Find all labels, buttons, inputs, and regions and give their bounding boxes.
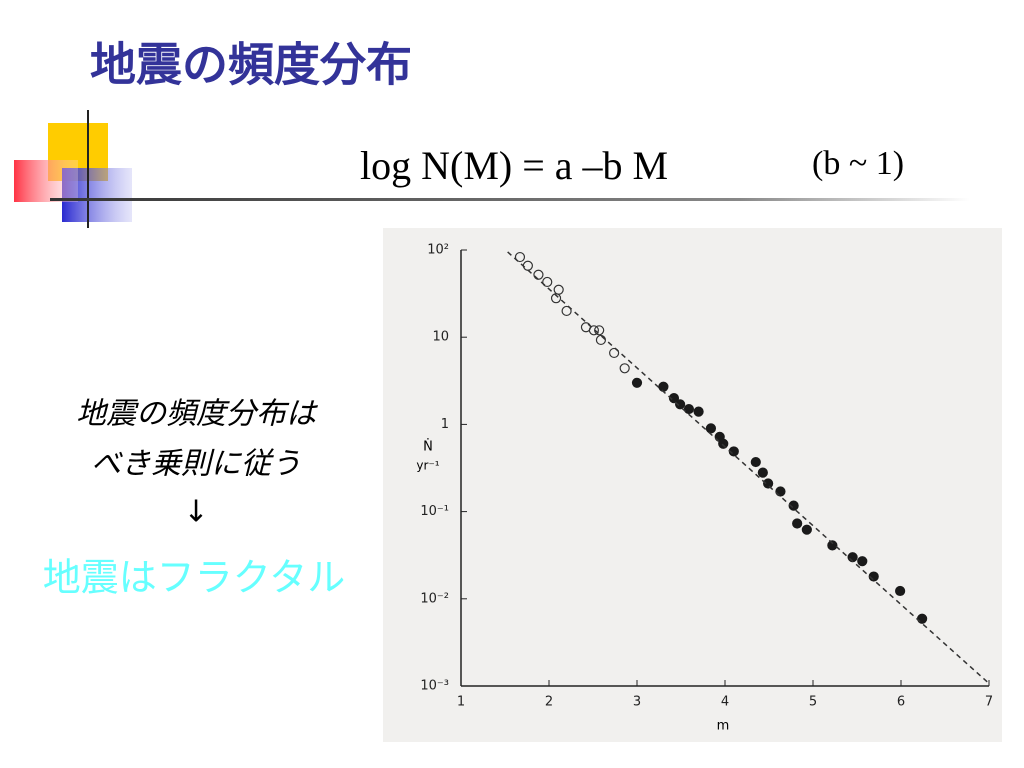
open-point [550,293,562,304]
open-point [514,251,526,263]
open-point [533,269,544,280]
filled-point [895,585,906,597]
x-tick-label: 3 [633,695,641,710]
y-tick-label: 10² [427,243,449,258]
filled-point [801,524,812,535]
y-tick-label: 1 [441,417,449,432]
title-rule [50,198,970,201]
filled-point [827,540,838,551]
filled-point [693,406,704,417]
filled-point [631,377,643,388]
open-point [619,363,630,374]
body-arrow: ↓ [183,495,208,530]
y-axis-label: Ṅ [423,439,433,455]
decor-red [14,160,78,202]
open-point [609,347,620,359]
x-tick-label: 4 [721,695,729,710]
filled-point [788,500,799,511]
slide-title: 地震の頻度分布 [90,38,412,92]
filled-point [705,423,717,434]
x-tick-label: 7 [985,695,993,710]
x-tick-label: 2 [545,695,553,710]
y-tick-label: 10⁻³ [420,679,449,694]
y-tick-label: 10⁻² [420,591,449,606]
body-line: べき乗則に従う [91,447,301,482]
x-tick-label: 1 [457,695,465,710]
chart: 10² 10 1 10⁻¹ 10⁻² 10⁻³ 1 2 3 4 5 6 7 m Ṅyr⁻¹ [383,228,1002,742]
filled-point [718,438,729,449]
body-line: 地震の頻度分布は [76,397,318,432]
open-point [542,276,553,288]
open-point [588,325,599,336]
filled-point [750,456,761,468]
filled-point [917,613,928,624]
filled-point [668,393,680,404]
filled-point [763,478,774,489]
y-tick-label: 10⁻¹ [420,504,449,519]
filled-point [757,467,768,478]
filled-point [675,399,686,410]
formula: log N(M) = a –b M [360,143,668,188]
filled-point [658,381,669,392]
x-axis-label: m [717,719,730,734]
y-axis-unit: yr⁻¹ [416,459,439,473]
x-tick-label: 6 [897,695,905,710]
filled-point [792,518,803,529]
chart-background [383,228,1002,742]
formula-note: (b ~ 1) [812,145,904,182]
open-point [561,305,572,317]
filled-point [857,556,868,567]
y-tick-label: 10 [432,330,449,345]
conclusion: 地震はフラクタル [43,556,345,600]
x-tick-label: 5 [809,695,817,710]
open-point [595,334,607,346]
filled-point [683,403,695,415]
